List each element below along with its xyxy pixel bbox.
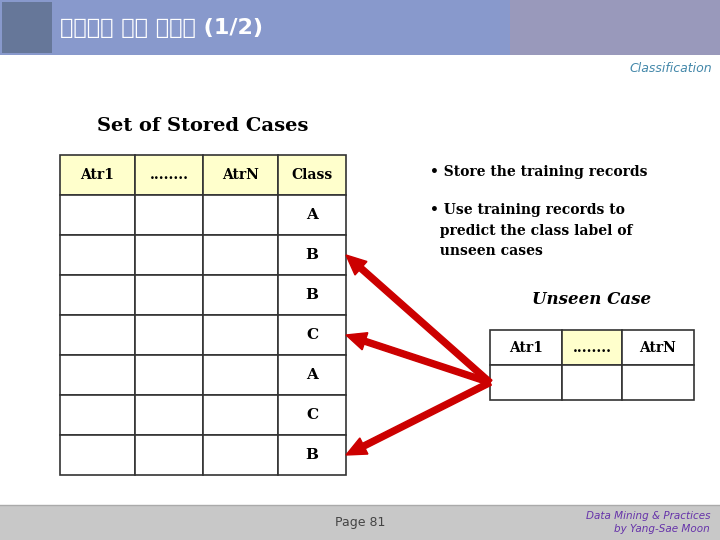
Bar [60, 275, 135, 315]
Text: Unseen Case: Unseen Case [532, 291, 652, 308]
Text: Page 81: Page 81 [335, 516, 385, 529]
Text: B: B [305, 448, 318, 462]
Bar [278, 235, 346, 275]
Bar [203, 435, 278, 475]
Bar [60, 315, 135, 355]
Bar [278, 315, 346, 355]
Bar [490, 330, 562, 365]
Bar [0, 0, 510, 55]
Text: Data Mining & Practices
by Yang-Sae Moon: Data Mining & Practices by Yang-Sae Moon [585, 511, 710, 534]
Bar [203, 235, 278, 275]
Text: 인스턴스 기반 분류기 (1/2): 인스턴스 기반 분류기 (1/2) [60, 17, 263, 37]
Bar [278, 395, 346, 435]
Text: Atr1: Atr1 [509, 341, 543, 354]
Text: Set of Stored Cases: Set of Stored Cases [97, 117, 309, 135]
Bar [2, 2, 52, 53]
Text: C: C [306, 408, 318, 422]
Bar [562, 365, 622, 400]
Bar [490, 365, 562, 400]
Bar [203, 195, 278, 235]
Bar [135, 275, 203, 315]
Bar [0, 0, 720, 55]
Bar [562, 330, 622, 365]
Bar [203, 275, 278, 315]
Text: Atr1: Atr1 [81, 168, 114, 182]
Bar [0, 505, 720, 540]
Bar [278, 195, 346, 235]
Text: C: C [306, 328, 318, 342]
Text: • Use training records to
  predict the class label of
  unseen cases: • Use training records to predict the cl… [430, 203, 632, 258]
Bar [278, 275, 346, 315]
Bar [278, 155, 346, 195]
Bar [278, 355, 346, 395]
Text: B: B [305, 288, 318, 302]
Bar [135, 395, 203, 435]
Text: ........: ........ [150, 168, 189, 182]
FancyArrow shape [346, 333, 491, 386]
Bar [60, 155, 135, 195]
FancyArrow shape [346, 255, 492, 384]
Text: A: A [306, 208, 318, 222]
Bar [622, 330, 694, 365]
Text: Classification: Classification [629, 63, 712, 76]
Bar [203, 315, 278, 355]
Bar [203, 355, 278, 395]
Bar [60, 235, 135, 275]
Bar [278, 435, 346, 475]
Bar [203, 395, 278, 435]
Bar [135, 435, 203, 475]
FancyArrow shape [346, 380, 491, 455]
Bar [60, 395, 135, 435]
Bar [135, 235, 203, 275]
Text: • Store the training records: • Store the training records [430, 165, 647, 179]
Text: ........: ........ [572, 341, 611, 354]
Bar [622, 365, 694, 400]
Bar [135, 155, 203, 195]
Bar [135, 355, 203, 395]
Bar [0, 55, 720, 505]
Bar [60, 195, 135, 235]
Text: Class: Class [292, 168, 333, 182]
Bar [135, 315, 203, 355]
Bar [203, 155, 278, 195]
Text: B: B [305, 248, 318, 262]
Bar [135, 195, 203, 235]
Text: AtrN: AtrN [222, 168, 259, 182]
Bar [60, 355, 135, 395]
Text: AtrN: AtrN [639, 341, 676, 354]
Text: A: A [306, 368, 318, 382]
Bar [60, 435, 135, 475]
